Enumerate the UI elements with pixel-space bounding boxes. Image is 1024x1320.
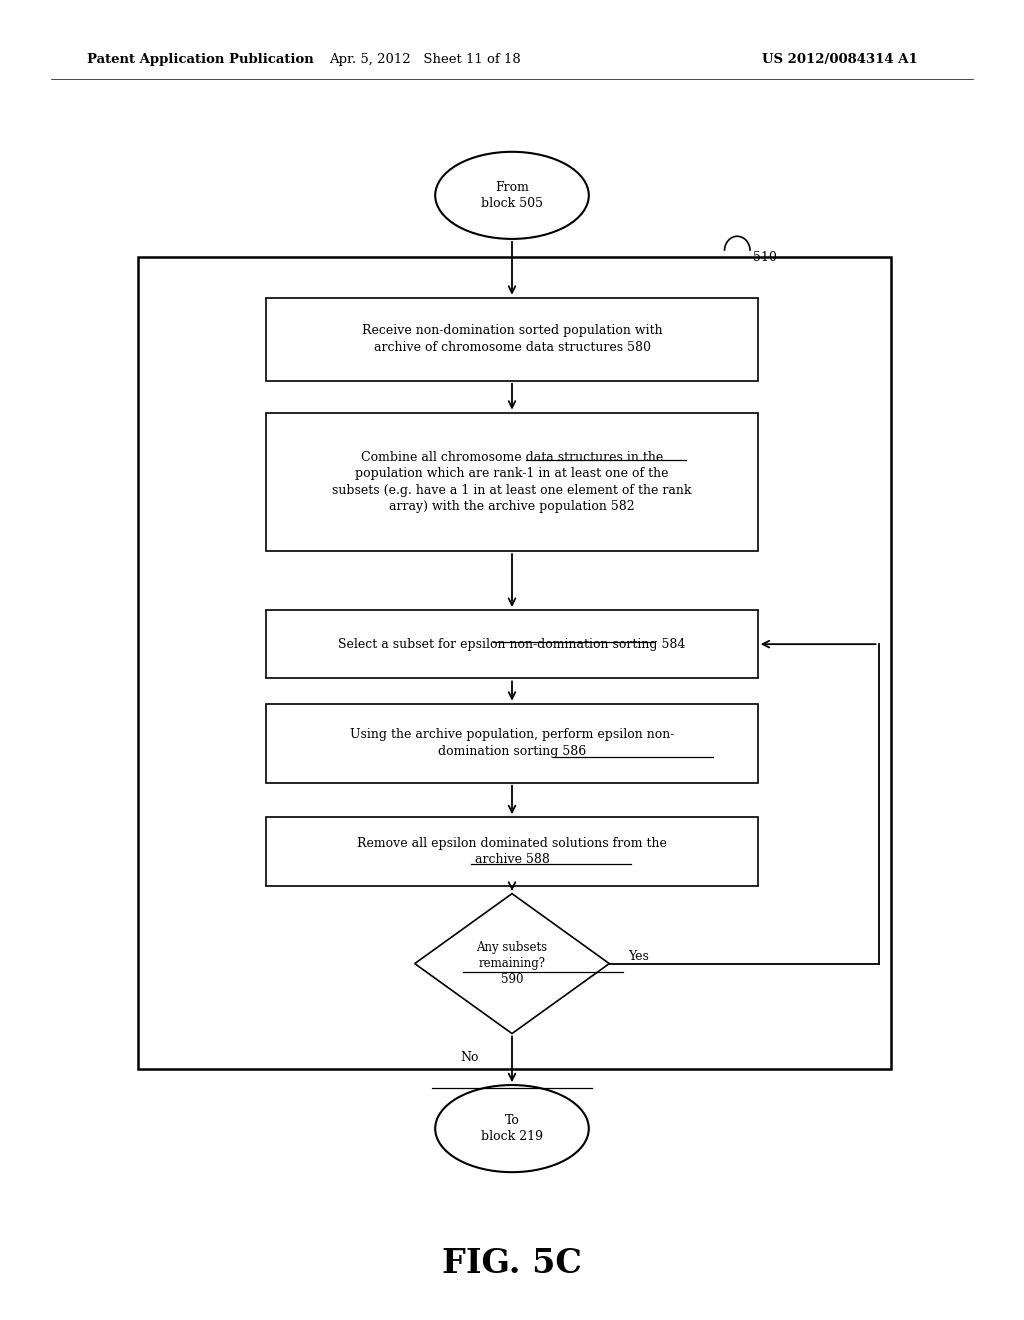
Polygon shape (415, 894, 609, 1034)
Text: 510: 510 (753, 251, 776, 264)
Text: Yes: Yes (628, 950, 648, 964)
Ellipse shape (435, 1085, 589, 1172)
Text: From
block 505: From block 505 (481, 181, 543, 210)
Bar (266, 817, 758, 886)
Text: Patent Application Publication: Patent Application Publication (87, 53, 313, 66)
Bar (266, 297, 758, 380)
Text: Combine all chromosome data structures in the
population which are rank-1 in at : Combine all chromosome data structures i… (332, 450, 692, 513)
Text: FIG. 5C: FIG. 5C (442, 1246, 582, 1279)
Text: Using the archive population, perform epsilon non-
domination sorting 586: Using the archive population, perform ep… (350, 729, 674, 758)
Ellipse shape (435, 152, 589, 239)
Text: Select a subset for epsilon non-domination sorting 584: Select a subset for epsilon non-dominati… (338, 638, 686, 651)
Text: Remove all epsilon dominated solutions from the
archive 588: Remove all epsilon dominated solutions f… (357, 837, 667, 866)
Text: Apr. 5, 2012   Sheet 11 of 18: Apr. 5, 2012 Sheet 11 of 18 (329, 53, 521, 66)
Bar (266, 704, 758, 783)
Bar (266, 412, 758, 552)
Text: No: No (461, 1051, 479, 1064)
Text: US 2012/0084314 A1: US 2012/0084314 A1 (762, 53, 918, 66)
Text: To
block 219: To block 219 (481, 1114, 543, 1143)
Text: Any subsets
remaining?
590: Any subsets remaining? 590 (476, 941, 548, 986)
Bar (266, 610, 758, 678)
Text: Receive non-domination sorted population with
archive of chromosome data structu: Receive non-domination sorted population… (361, 325, 663, 354)
Bar (138, 257, 891, 1069)
